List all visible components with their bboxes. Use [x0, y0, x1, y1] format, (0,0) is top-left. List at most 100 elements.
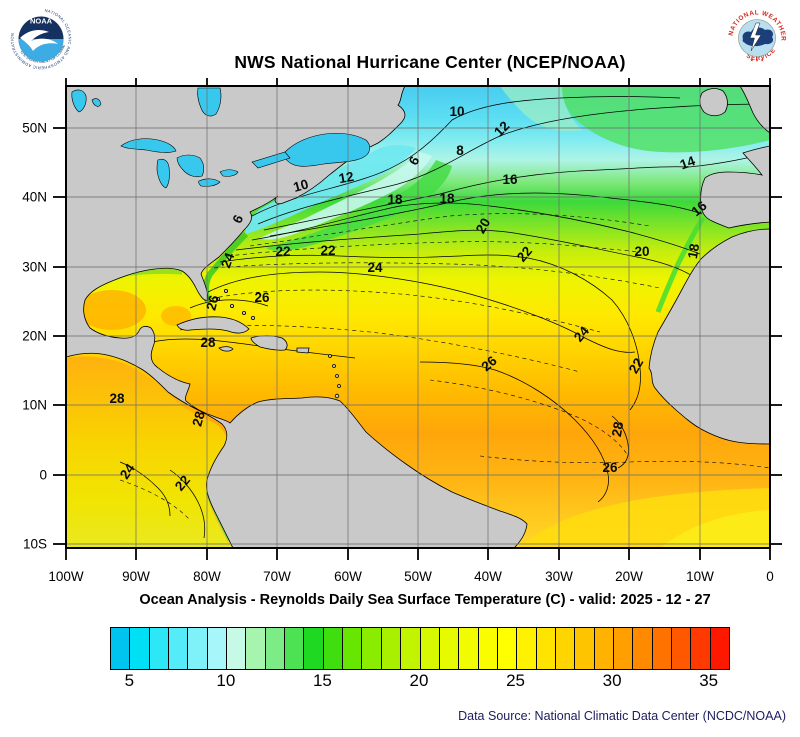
colorbar-tick-label: 5: [124, 671, 135, 690]
noaa-logo: NATIONAL OCEANIC AND ATMOSPHERIC ADMINIS…: [8, 6, 74, 72]
colorbar-cell: [710, 628, 729, 669]
land-africa: [648, 228, 770, 445]
colorbar-cell: [633, 628, 653, 669]
colorbar-cell: [439, 628, 460, 669]
colorbar-tick-label: 25: [506, 671, 526, 690]
colorbar-cell: [420, 628, 440, 669]
axis-ticks: [53, 78, 782, 560]
contour-label: 18: [685, 242, 702, 260]
colorbar-cell: [111, 628, 131, 669]
colorbar-cell: [478, 628, 498, 669]
colorbar-cell: [188, 628, 208, 669]
land-europe: [700, 145, 770, 229]
colorbar-tick-label: 30: [602, 671, 622, 690]
land-great-britain: [739, 86, 770, 134]
x-tick-label: 50W: [404, 569, 432, 584]
contour-label: 22: [320, 243, 335, 258]
colorbar-cell: [555, 628, 576, 669]
data-source-note: Data Source: National Climatic Data Cent…: [458, 709, 786, 723]
temperature-colorbar: [110, 627, 730, 670]
noaa-logo-text: NOAA: [30, 17, 53, 26]
colorbar-tick-label: 15: [312, 671, 332, 690]
colorbar-cell: [227, 628, 247, 669]
colorbar-cell: [575, 628, 595, 669]
contour-label: 22: [172, 473, 193, 494]
colorbar-cell: [517, 628, 537, 669]
contour-label: 28: [189, 409, 208, 428]
x-tick-label: 90W: [122, 569, 150, 584]
colorbar-cell: [459, 628, 479, 669]
colorbar-cell: [381, 628, 402, 669]
contour-label: 22: [275, 244, 290, 259]
x-tick-label: 10W: [686, 569, 714, 584]
colorbar-cell: [401, 628, 421, 669]
contour-label: 28: [109, 391, 125, 406]
graticule: [66, 86, 770, 548]
contour-label: 16: [502, 172, 518, 187]
contour-label: 20: [473, 215, 494, 236]
chart-caption: Ocean Analysis - Reynolds Daily Sea Surf…: [139, 592, 711, 608]
colorbar-tick-label: 35: [699, 671, 719, 690]
contour-label: 14: [678, 153, 698, 172]
caribbean-islands: [176, 288, 341, 399]
x-tick-label: 70W: [263, 569, 291, 584]
colorbar-cell: [323, 628, 344, 669]
colorbar-cell: [304, 628, 324, 669]
nws-logo: NATIONAL WEATHER SERVICE ★ ★ ★: [727, 9, 787, 69]
colorbar-cell: [343, 628, 363, 669]
contour-label: 18: [387, 192, 403, 207]
x-tick-label: 30W: [545, 569, 573, 584]
colorbar-cell: [671, 628, 692, 669]
contour-label: 18: [439, 191, 455, 206]
y-tick-label: 10N: [22, 398, 47, 413]
contour-label: 24: [218, 250, 237, 270]
colorbar-cell: [536, 628, 556, 669]
contour-label: 26: [254, 290, 270, 305]
y-tick-label: 20N: [22, 329, 47, 344]
contour-label: 8: [456, 143, 464, 158]
colorbar-cell: [613, 628, 634, 669]
x-tick-label: 0: [766, 569, 774, 584]
x-tick-label: 60W: [334, 569, 362, 584]
colorbar-cell: [265, 628, 286, 669]
colorbar-cell: [285, 628, 305, 669]
colorbar-cell: [169, 628, 189, 669]
colorbar-cell: [594, 628, 614, 669]
sst-map: 100W 90W 80W 70W 60W 50W 40W 30W 20W 10W 0 50N 40N 30…: [22, 78, 782, 585]
colorbar-cell: [691, 628, 711, 669]
land-ireland: [699, 88, 728, 117]
contour-label: 26: [203, 293, 222, 312]
x-tick-label: 40W: [474, 569, 502, 584]
colorbar-cell: [362, 628, 382, 669]
contour-label: 10: [449, 104, 464, 119]
y-tick-label: 50N: [22, 121, 47, 136]
colorbar-cell: [246, 628, 266, 669]
contour-label: 22: [514, 244, 535, 265]
colorbar-cell: [149, 628, 170, 669]
contour-label: 26: [602, 460, 618, 475]
x-tick-label: 80W: [193, 569, 221, 584]
contour-label: 20: [634, 244, 649, 259]
axis-labels: 100W 90W 80W 70W 60W 50W 40W 30W 20W 10W 0 50N 40N 30…: [22, 121, 774, 585]
colorbar-cell: [652, 628, 672, 669]
colorbar-tick-label: 10: [216, 671, 236, 690]
nws-stars: ★ ★ ★: [750, 58, 766, 63]
y-tick-label: 10S: [23, 537, 47, 552]
page-title: NWS National Hurricane Center (NCEP/NOAA…: [234, 52, 626, 72]
contour-label: 28: [200, 335, 216, 350]
colorbar-labels: 5 10 15 20 25 30 35: [110, 671, 728, 693]
y-tick-label: 40N: [22, 190, 47, 205]
nws-lightning-icon: [749, 22, 762, 52]
colorbar-cell: [207, 628, 228, 669]
colorbar-cell: [130, 628, 150, 669]
contour-label: 28: [609, 420, 626, 438]
x-tick-label: 100W: [48, 569, 84, 584]
x-tick-label: 20W: [615, 569, 643, 584]
contour-label: 22: [626, 355, 647, 376]
contour-label: 10: [292, 176, 310, 194]
noaa-gull-icon: [20, 30, 58, 51]
contour-lines: [119, 96, 770, 539]
colorbar-cell: [497, 628, 518, 669]
contour-label: 12: [338, 169, 355, 186]
